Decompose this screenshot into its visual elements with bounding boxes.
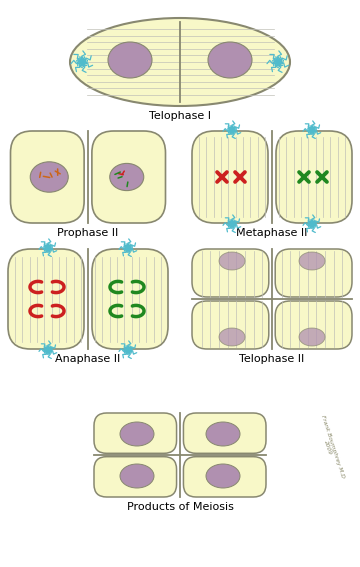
FancyBboxPatch shape	[8, 249, 84, 349]
Text: Products of Meiosis: Products of Meiosis	[127, 502, 233, 512]
FancyBboxPatch shape	[92, 249, 168, 349]
Text: Frank Boumphrey M.D
2009: Frank Boumphrey M.D 2009	[315, 414, 345, 480]
FancyBboxPatch shape	[192, 249, 269, 297]
Ellipse shape	[219, 252, 245, 270]
FancyBboxPatch shape	[192, 301, 269, 349]
Ellipse shape	[219, 328, 245, 346]
FancyBboxPatch shape	[184, 456, 266, 497]
Ellipse shape	[70, 18, 290, 106]
Text: Metaphase II: Metaphase II	[236, 228, 308, 238]
Ellipse shape	[299, 328, 325, 346]
FancyBboxPatch shape	[192, 131, 268, 223]
FancyBboxPatch shape	[94, 456, 176, 497]
Ellipse shape	[30, 162, 68, 192]
FancyBboxPatch shape	[275, 249, 352, 297]
Ellipse shape	[206, 422, 240, 446]
FancyBboxPatch shape	[94, 413, 176, 454]
Ellipse shape	[208, 42, 252, 78]
FancyBboxPatch shape	[275, 301, 352, 349]
Ellipse shape	[120, 464, 154, 488]
Ellipse shape	[299, 252, 325, 270]
Ellipse shape	[108, 42, 152, 78]
Ellipse shape	[120, 422, 154, 446]
Text: Prophase II: Prophase II	[57, 228, 119, 238]
Text: Telophase I: Telophase I	[149, 111, 211, 121]
Text: Telophase II: Telophase II	[239, 354, 305, 364]
FancyBboxPatch shape	[276, 131, 352, 223]
Ellipse shape	[206, 464, 240, 488]
FancyBboxPatch shape	[92, 131, 166, 223]
FancyBboxPatch shape	[10, 131, 84, 223]
Text: Anaphase II: Anaphase II	[55, 354, 121, 364]
FancyBboxPatch shape	[184, 413, 266, 454]
Ellipse shape	[110, 163, 144, 191]
